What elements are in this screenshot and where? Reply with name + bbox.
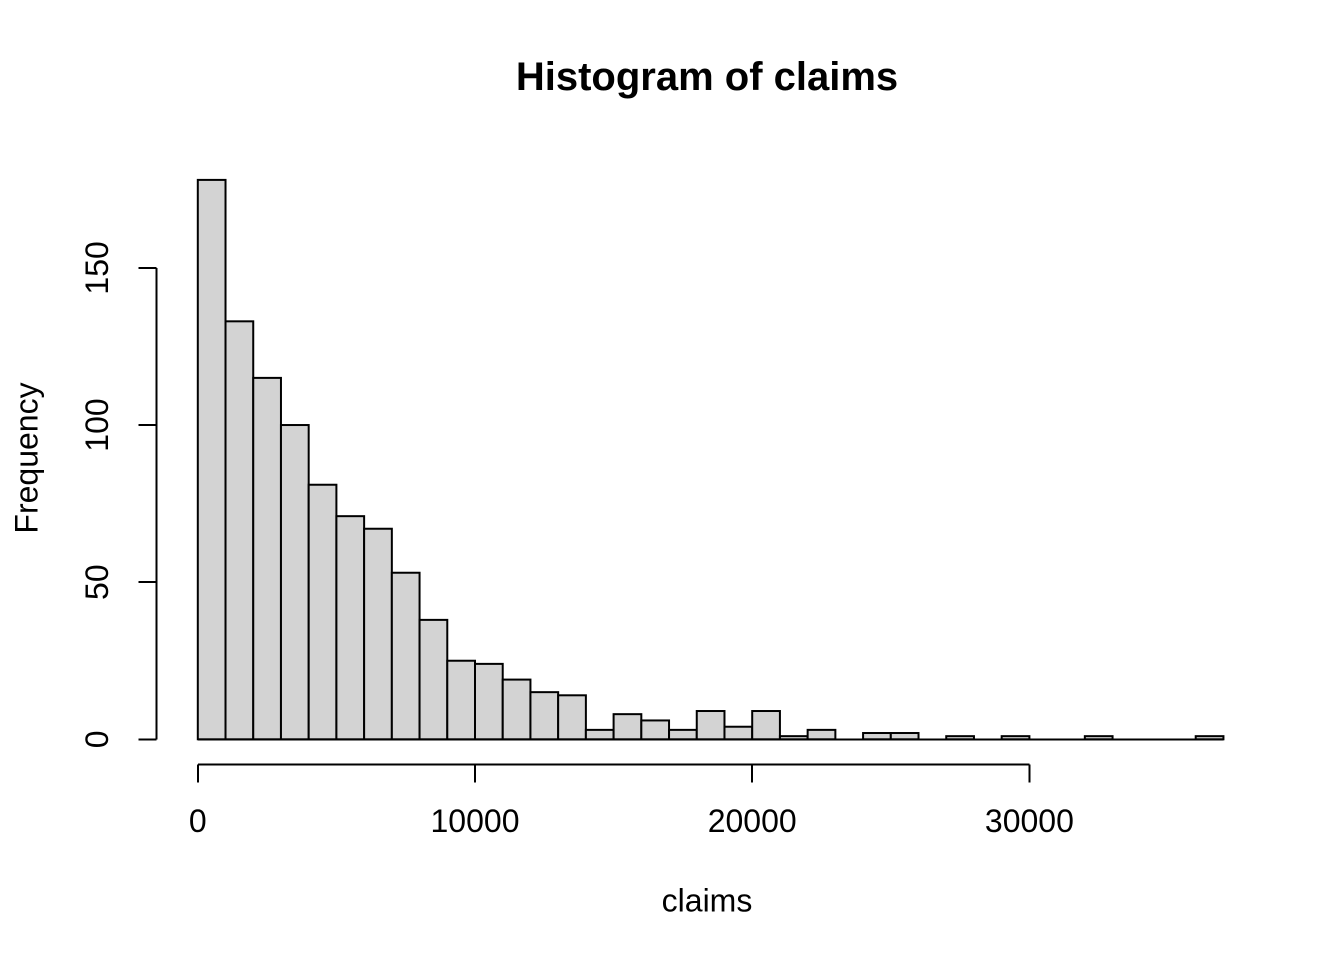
- histogram-bar: [889, 732, 920, 741]
- histogram-bar: [1000, 735, 1031, 741]
- histogram-bar: [335, 515, 366, 741]
- histogram-bar: [529, 691, 560, 741]
- chart-title: Histogram of claims: [515, 55, 899, 99]
- histogram-bar: [307, 483, 338, 741]
- histogram-bar: [751, 710, 781, 741]
- histogram-bar: [279, 424, 310, 741]
- histogram-bar: [501, 678, 532, 741]
- x-axis-tick-label: 0: [189, 803, 207, 839]
- histogram-bar: [418, 618, 449, 741]
- x-axis-tick-label: 30000: [985, 803, 1074, 839]
- x-axis-tick-label: 20000: [708, 803, 797, 839]
- histogram-bar: [557, 694, 587, 741]
- x-axis-label: claims: [661, 882, 753, 919]
- histogram-bar: [806, 728, 837, 741]
- y-axis-tick-label: 150: [79, 241, 115, 294]
- histogram-bar: [252, 376, 282, 741]
- histogram-bar: [390, 571, 421, 741]
- histogram-bar: [723, 725, 754, 741]
- y-axis-tick-label: 50: [79, 564, 115, 600]
- histogram-bar: [474, 662, 504, 741]
- histogram-bar: [778, 735, 809, 741]
- histogram-bar: [584, 728, 615, 741]
- histogram-bar: [446, 659, 476, 741]
- histogram-bar: [1194, 735, 1225, 741]
- y-axis-label: Frequency: [8, 382, 45, 534]
- histogram-bar: [862, 732, 892, 741]
- x-axis-tick-label: 10000: [431, 803, 520, 839]
- histogram-bar: [668, 728, 698, 741]
- histogram-bar: [612, 713, 643, 741]
- histogram-bar: [945, 735, 975, 741]
- y-axis-tick-label: 0: [79, 730, 115, 748]
- histogram-bar: [224, 320, 255, 741]
- histogram-bar: [196, 178, 227, 741]
- histogram-bar: [363, 527, 393, 741]
- histogram-bar: [695, 710, 726, 741]
- histogram-bar: [640, 719, 671, 741]
- y-axis-tick-label: 100: [79, 398, 115, 451]
- histogram-bar: [1083, 735, 1114, 741]
